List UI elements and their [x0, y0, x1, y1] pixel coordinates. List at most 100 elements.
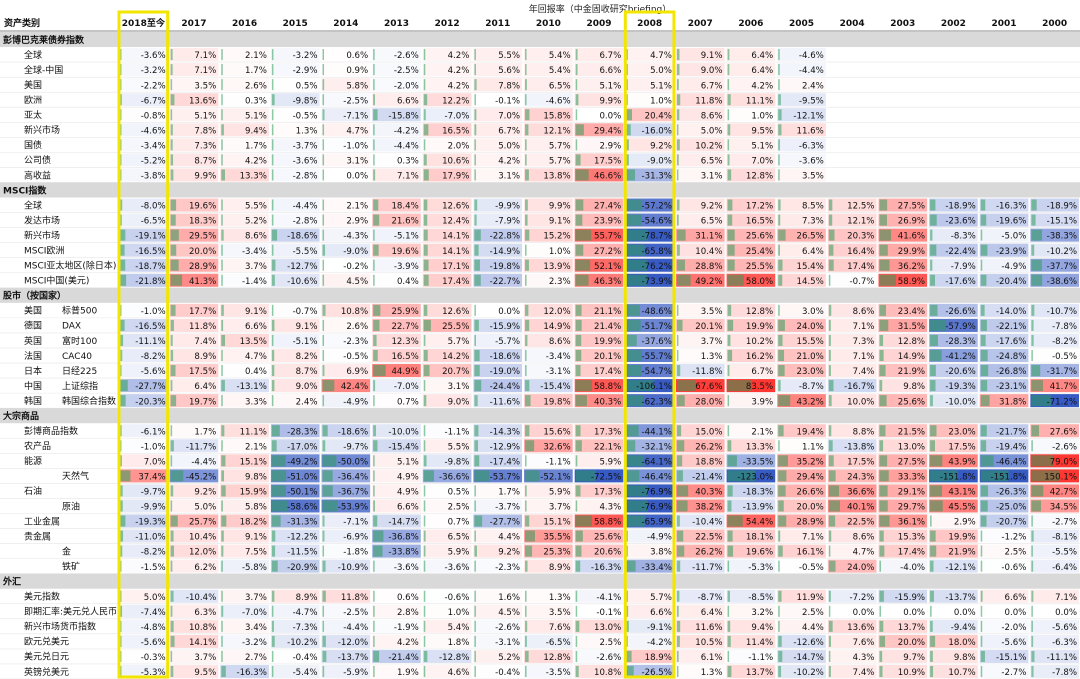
value-bar — [575, 650, 578, 662]
heat-cell — [422, 168, 472, 182]
value-bar — [626, 79, 628, 91]
heat-cell — [119, 439, 168, 453]
value-bar — [170, 124, 173, 136]
cell-value: 6.7% — [701, 81, 723, 91]
heat-cell — [321, 138, 371, 152]
heat-cell — [473, 48, 523, 62]
cell-value: -37.7% — [1047, 262, 1077, 272]
heat-cell — [726, 153, 776, 167]
cell-value: -0.5% — [343, 352, 368, 362]
cell-value: 0.5% — [296, 81, 318, 91]
value-bar — [575, 620, 580, 632]
cell-value: 4.2% — [498, 157, 520, 167]
cell-value: 8.9% — [549, 563, 571, 573]
value-bar — [373, 334, 377, 346]
heat-cell — [827, 544, 877, 558]
cell-value: 3.4% — [245, 623, 267, 633]
cell-value: -3.6% — [141, 51, 166, 61]
cell-value: -65.8% — [642, 247, 672, 257]
cell-value: -13.7% — [338, 653, 368, 663]
heat-cell — [220, 619, 269, 633]
heat-cell — [372, 529, 421, 543]
heat-cell — [321, 649, 371, 663]
cell-value: 5.4% — [549, 66, 571, 76]
cell-value: -3.6% — [394, 563, 419, 573]
value-bar — [170, 500, 173, 512]
value-bar — [727, 94, 731, 106]
heat-cell — [827, 589, 877, 603]
heat-cell — [726, 303, 776, 317]
heat-cell — [422, 604, 472, 618]
cell-value: 27.5% — [898, 457, 925, 467]
value-bar — [221, 64, 223, 76]
cell-value: -31.3% — [287, 518, 317, 528]
heat-cell — [169, 108, 219, 122]
value-bar — [778, 605, 780, 617]
cell-value: 7.4% — [853, 668, 875, 678]
cell-value: 7.3% — [802, 217, 824, 227]
cell-value: 58.8% — [594, 382, 621, 392]
value-bar — [423, 620, 426, 632]
cell-value: 6.6% — [245, 322, 267, 332]
cell-value: 6.5% — [549, 81, 571, 91]
heat-cell — [675, 48, 725, 62]
cell-value: 15.5% — [797, 337, 824, 347]
value-bar — [120, 440, 122, 452]
cell-value: 17.5% — [189, 367, 216, 377]
heat-cell — [169, 63, 219, 77]
value-bar — [373, 139, 375, 151]
cell-value: -9.0% — [647, 157, 672, 167]
cell-value: -151.8% — [990, 472, 1026, 482]
cell-value: -1.1% — [546, 457, 571, 467]
heat-cell — [422, 649, 472, 663]
heat-cell — [929, 198, 978, 212]
value-bar — [423, 94, 428, 106]
heat-cell — [422, 469, 472, 483]
value-bar — [676, 334, 679, 346]
cell-value: -14.7% — [793, 653, 823, 663]
value-bar — [575, 590, 578, 602]
cell-value: -9.8% — [293, 96, 318, 106]
value-bar — [626, 515, 645, 527]
value-bar — [271, 79, 274, 91]
cell-value: -24.8% — [996, 352, 1026, 362]
value-bar — [474, 304, 476, 316]
cell-value: -7.0% — [394, 382, 419, 392]
value-bar — [980, 349, 988, 362]
row-label: 美元指数 — [24, 591, 60, 603]
value-bar — [727, 425, 730, 437]
heat-cell — [372, 93, 421, 107]
value-bar — [930, 665, 934, 677]
heat-cell — [422, 348, 472, 363]
heat-cell — [929, 649, 978, 663]
cell-value: -23.6% — [945, 217, 975, 227]
column-header-2015: 2015 — [283, 19, 308, 29]
heat-cell — [220, 348, 269, 363]
cell-value: -6.4% — [1052, 563, 1077, 573]
heat-cell — [574, 664, 624, 678]
cell-value: 11.8% — [695, 96, 722, 106]
value-bar — [727, 530, 733, 542]
heat-cell — [220, 333, 269, 347]
heat-cell — [422, 529, 472, 543]
value-bar — [727, 334, 731, 346]
cell-value: -21.8% — [135, 277, 165, 287]
value-bar — [930, 199, 936, 211]
value-bar — [525, 560, 528, 572]
value-bar — [373, 79, 375, 91]
row-sublabel: 铁矿 — [62, 560, 80, 572]
heat-cell — [574, 454, 624, 468]
heat-cell — [1030, 559, 1079, 573]
value-bar — [120, 79, 122, 91]
cell-value: -36.7% — [338, 488, 368, 498]
value-bar — [474, 470, 490, 482]
cell-value: 10.2% — [695, 141, 722, 151]
value-bar — [879, 665, 883, 677]
value-bar — [778, 304, 780, 316]
heat-cell — [827, 664, 877, 678]
value-bar — [626, 500, 648, 512]
value-bar — [221, 109, 223, 121]
heat-cell — [574, 604, 624, 618]
value-bar — [1031, 304, 1035, 316]
value-bar — [525, 229, 530, 241]
